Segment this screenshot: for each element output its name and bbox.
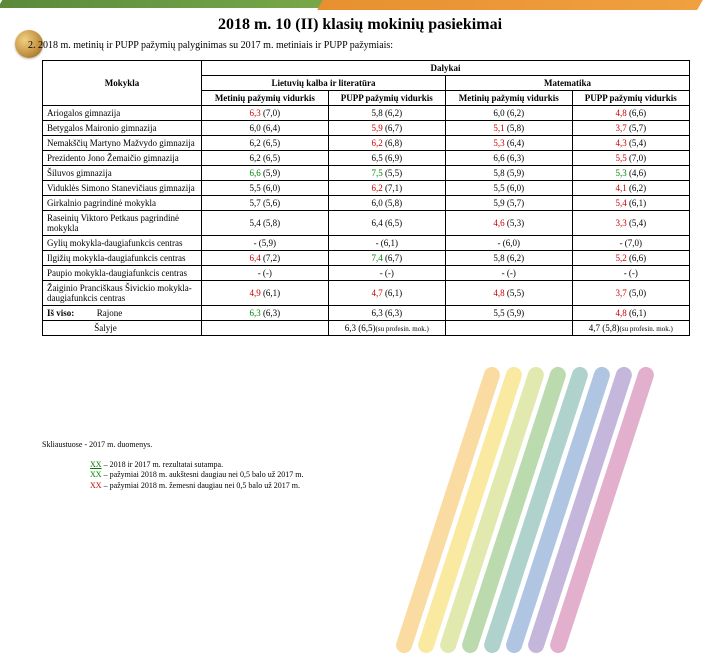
th-lietuviu: Lietuvių kalba ir literatūra bbox=[202, 76, 446, 91]
legend-tag-1: XX bbox=[90, 460, 102, 469]
table-row: Raseinių Viktoro Petkaus pagrindinė moky… bbox=[43, 211, 690, 236]
th-mokykla: Mokykla bbox=[43, 61, 202, 106]
page-subtitle: 2. 2018 m. metinių ir PUPP pažymių palyg… bbox=[28, 40, 393, 51]
table-row: Gylių mokykla-daugiafunkcis centras- (5,… bbox=[43, 236, 690, 251]
table-row: Ariogalos gimnazija6,3 (7,0)5,8 (6,2)6,0… bbox=[43, 106, 690, 121]
table-row: Nemakščių Martyno Mažvydo gimnazija6,2 (… bbox=[43, 136, 690, 151]
table-row: Betygalos Maironio gimnazija6,0 (6,4)5,9… bbox=[43, 121, 690, 136]
legend-tag-3: XX bbox=[90, 481, 102, 490]
results-table: Mokykla Dalykai Lietuvių kalba ir litera… bbox=[42, 60, 690, 336]
th-metiniu-2: Metinių pažymių vidurkis bbox=[445, 91, 572, 106]
legend: XX – 2018 ir 2017 m. rezultatai sutampa.… bbox=[90, 460, 304, 491]
legend-text-1: – 2018 ir 2017 m. rezultatai sutampa. bbox=[102, 460, 224, 469]
results-table-wrap: Mokykla Dalykai Lietuvių kalba ir litera… bbox=[42, 60, 690, 336]
table-row: Ilgižių mokykla-daugiafunkcis centras6,4… bbox=[43, 251, 690, 266]
totals-salyje: Šalyje 6,3 (6,5)(su profesin. mok.) 4,7 … bbox=[43, 321, 690, 336]
th-pupp-2: PUPP pažymių vidurkis bbox=[572, 91, 689, 106]
background-stripes bbox=[440, 360, 660, 580]
table-row: Viduklės Simono Stanevičiaus gimnazija5,… bbox=[43, 181, 690, 196]
th-metiniu-1: Metinių pažymių vidurkis bbox=[202, 91, 329, 106]
table-row: Girkalnio pagrindinė mokykla5,7 (5,6)6,0… bbox=[43, 196, 690, 211]
footnote: Skliaustuose - 2017 m. duomenys. bbox=[42, 440, 152, 449]
legend-text-2: – pažymiai 2018 m. aukštesni daugiau nei… bbox=[102, 470, 304, 479]
legend-text-3: – pažymiai 2018 m. žemesni daugiau nei 0… bbox=[102, 481, 300, 490]
th-matematika: Matematika bbox=[445, 76, 689, 91]
page-title: 2018 m. 10 (II) klasių mokinių pasiekima… bbox=[0, 16, 720, 34]
table-row: Žaiginio Pranciškaus Šivickio mokykla-da… bbox=[43, 281, 690, 306]
th-pupp-1: PUPP pažymių vidurkis bbox=[328, 91, 445, 106]
table-row: Šiluvos gimnazija6,6 (5,9)7,5 (5,5)5,8 (… bbox=[43, 166, 690, 181]
th-dalykai: Dalykai bbox=[202, 61, 690, 76]
table-row: Prezidento Jono Žemaičio gimnazija6,2 (6… bbox=[43, 151, 690, 166]
legend-tag-2: XX bbox=[90, 470, 102, 479]
totals-rajone: Iš viso: Rajone 6,3 (6,3) 6,3 (6,3)5,5 (… bbox=[43, 306, 690, 321]
table-row: Paupio mokykla-daugiafunkcis centras- (-… bbox=[43, 266, 690, 281]
